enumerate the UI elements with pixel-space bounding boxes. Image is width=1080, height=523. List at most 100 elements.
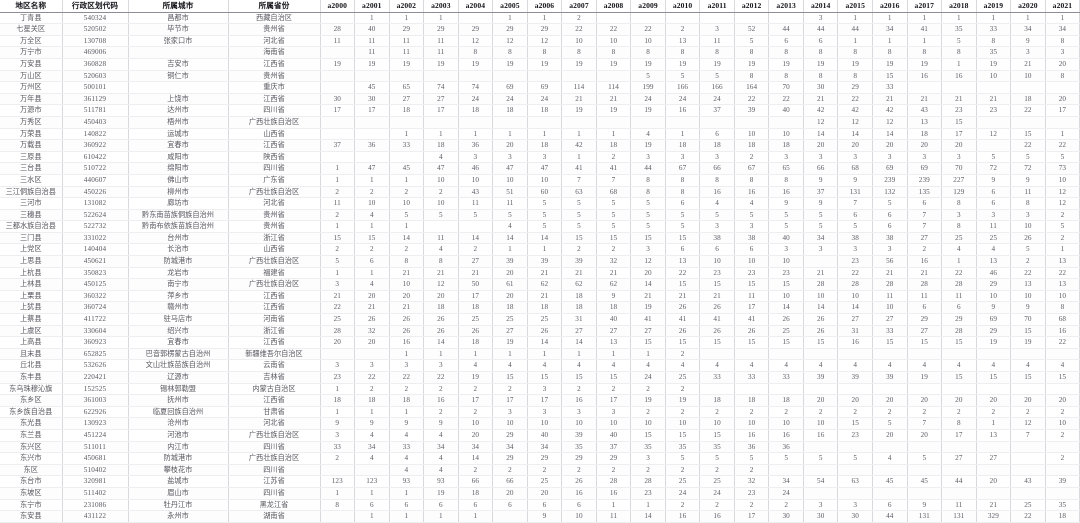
cell-a2012[interactable] [734, 383, 770, 396]
cell-a2006[interactable]: 62 [527, 278, 563, 291]
cell-a2017[interactable]: 5 [907, 452, 943, 465]
cell-a2004[interactable]: 1 [458, 348, 494, 361]
cell-province[interactable]: 新疆维吾尔自治区 [228, 348, 321, 361]
cell-city[interactable]: 内江市 [128, 441, 229, 454]
column-header-a2016[interactable]: a2016 [872, 0, 908, 13]
cell-a2014[interactable]: 14 [803, 301, 839, 315]
cell-a2004[interactable]: 1 [458, 128, 494, 141]
cell-a2019[interactable] [976, 487, 1012, 500]
cell-a2001[interactable]: 22 [354, 371, 390, 384]
cell-a2010[interactable]: 67 [665, 162, 701, 175]
cell-a2016[interactable]: 6 [872, 499, 908, 512]
cell-a2002[interactable]: 33 [389, 441, 425, 454]
cell-a2008[interactable]: 11 [596, 510, 632, 523]
cell-a2011[interactable]: 2 [699, 464, 735, 477]
cell-a2014[interactable]: 21 [803, 267, 839, 280]
cell-a2016[interactable]: 15 [872, 336, 908, 349]
cell-a2017[interactable] [907, 81, 943, 94]
cell-a2007[interactable]: 1 [561, 348, 597, 361]
cell-a2004[interactable]: 27 [458, 255, 494, 268]
table-row[interactable]: 万源市 511781 达州市 四川省 17 17 18 17 18 18 18 19 19 19 16 37 3… [0, 104, 1080, 117]
cell-a2014[interactable]: 14 [803, 128, 839, 141]
cell-a2007[interactable]: 2 [561, 243, 597, 257]
cell-a2020[interactable]: 9 [1010, 35, 1046, 48]
cell-division-code[interactable]: 500101 [62, 81, 129, 94]
cell-a2016[interactable]: 33 [872, 81, 908, 94]
cell-a2005[interactable]: 29 [492, 23, 528, 36]
cell-province[interactable]: 贵州省 [228, 23, 321, 36]
cell-a2018[interactable]: 131 [941, 510, 977, 523]
cell-division-code[interactable]: 360322 [62, 290, 129, 303]
cell-a2002[interactable] [389, 151, 425, 164]
cell-a2020[interactable]: 5 [1010, 243, 1046, 257]
cell-a2007[interactable]: 15 [561, 371, 597, 384]
cell-a2007[interactable]: 10 [561, 417, 597, 430]
cell-a2004[interactable]: 14 [458, 452, 494, 465]
cell-province[interactable]: 海南省 [228, 46, 321, 59]
cell-a2010[interactable]: 15 [665, 278, 701, 291]
cell-a2016[interactable] [872, 441, 908, 454]
cell-a2008[interactable]: 3 [596, 406, 632, 419]
cell-a2001[interactable]: 11 [354, 46, 390, 59]
cell-a2008[interactable]: 2 [596, 243, 632, 257]
cell-a2003[interactable]: 17 [423, 104, 459, 117]
cell-a2021[interactable]: 2 [1045, 232, 1080, 245]
cell-a2001[interactable]: 1 [354, 174, 390, 187]
cell-a2006[interactable]: 1 [527, 128, 563, 141]
cell-city[interactable]: 赣州市 [128, 301, 229, 315]
cell-a2015[interactable]: 3 [837, 151, 873, 164]
cell-a2002[interactable]: 26 [389, 325, 425, 338]
cell-a2017[interactable]: 9 [907, 499, 943, 512]
cell-division-code[interactable]: 522624 [62, 209, 129, 222]
cell-city[interactable]: 眉山市 [128, 487, 229, 500]
cell-a2012[interactable]: 52 [734, 23, 770, 36]
cell-a2017[interactable]: 2 [907, 243, 943, 257]
cell-a2014[interactable]: 3 [803, 12, 839, 25]
cell-a2015[interactable]: 9 [837, 174, 873, 187]
cell-a2008[interactable] [596, 12, 632, 25]
table-row[interactable]: 上思县 450621 防城港市 广西壮族自治区 5 6 8 8 27 39 39 39 32 12 13 10… [0, 255, 1080, 268]
cell-division-code[interactable]: 411722 [62, 313, 129, 326]
cell-a2021[interactable]: 20 [1045, 58, 1080, 71]
cell-a2001[interactable]: 36 [354, 139, 390, 152]
cell-a2018[interactable]: 5 [941, 35, 977, 48]
cell-a2001[interactable]: 1 [354, 220, 390, 233]
cell-a2001[interactable] [354, 128, 390, 141]
cell-a2008[interactable]: 1 [596, 348, 632, 361]
cell-a2003[interactable]: 12 [423, 278, 459, 291]
cell-a2008[interactable] [596, 116, 632, 129]
cell-division-code[interactable]: 360828 [62, 58, 129, 71]
cell-a2004[interactable]: 19 [458, 58, 494, 71]
cell-a2006[interactable]: 40 [527, 429, 563, 442]
cell-a2018[interactable]: 1 [941, 58, 977, 71]
cell-a2019[interactable]: 6 [976, 186, 1012, 199]
cell-a2003[interactable]: 2 [423, 383, 459, 396]
cell-a2014[interactable]: 15 [803, 336, 839, 349]
cell-a2009[interactable]: 8 [630, 46, 666, 59]
cell-a2000[interactable]: 1 [320, 174, 356, 187]
cell-a2017[interactable]: 7 [907, 220, 943, 233]
cell-province[interactable]: 重庆市 [228, 81, 321, 94]
cell-a2016[interactable]: 19 [872, 58, 908, 71]
cell-a2009[interactable] [630, 12, 666, 25]
cell-a2007[interactable]: 29 [561, 452, 597, 465]
cell-a2019[interactable]: 13 [976, 255, 1012, 268]
cell-a2012[interactable]: 41 [734, 313, 770, 326]
cell-a2009[interactable]: 14 [630, 278, 666, 291]
cell-a2013[interactable] [768, 116, 804, 129]
column-header-a2007[interactable]: a2007 [561, 0, 597, 13]
cell-region-name[interactable]: 三台县 [0, 162, 63, 175]
cell-a2004[interactable]: 14 [458, 232, 494, 245]
cell-a2005[interactable]: 3 [492, 151, 528, 164]
column-header-a2000[interactable]: a2000 [320, 0, 356, 13]
cell-a2002[interactable]: 3 [389, 359, 425, 372]
cell-a2020[interactable]: 21 [1010, 58, 1046, 71]
cell-division-code[interactable]: 320981 [62, 475, 129, 488]
cell-a2006[interactable]: 10 [527, 174, 563, 187]
cell-a2013[interactable]: 3 [768, 243, 804, 257]
cell-division-code[interactable]: 520502 [62, 23, 129, 36]
cell-a2005[interactable]: 4 [492, 220, 528, 233]
cell-a2000[interactable] [320, 348, 356, 361]
cell-a2008[interactable]: 13 [596, 336, 632, 349]
cell-a2004[interactable]: 18 [458, 301, 494, 315]
